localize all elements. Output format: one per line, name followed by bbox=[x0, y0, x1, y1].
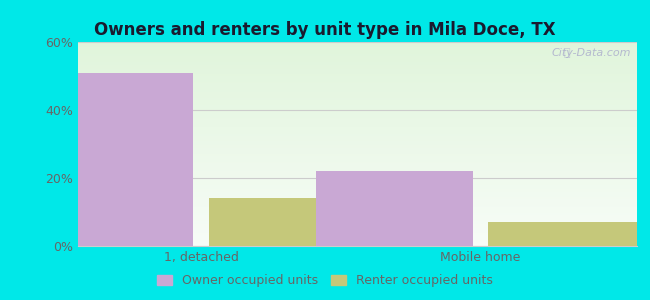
Text: Owners and renters by unit type in Mila Doce, TX: Owners and renters by unit type in Mila … bbox=[94, 21, 556, 39]
Bar bbox=[316, 171, 473, 246]
Bar bbox=[36, 73, 193, 246]
Text: ⓘ: ⓘ bbox=[564, 48, 570, 58]
Bar bbox=[209, 198, 365, 246]
Legend: Owner occupied units, Renter occupied units: Owner occupied units, Renter occupied un… bbox=[153, 270, 497, 291]
Text: City-Data.com: City-Data.com bbox=[552, 48, 631, 58]
Bar bbox=[488, 222, 645, 246]
